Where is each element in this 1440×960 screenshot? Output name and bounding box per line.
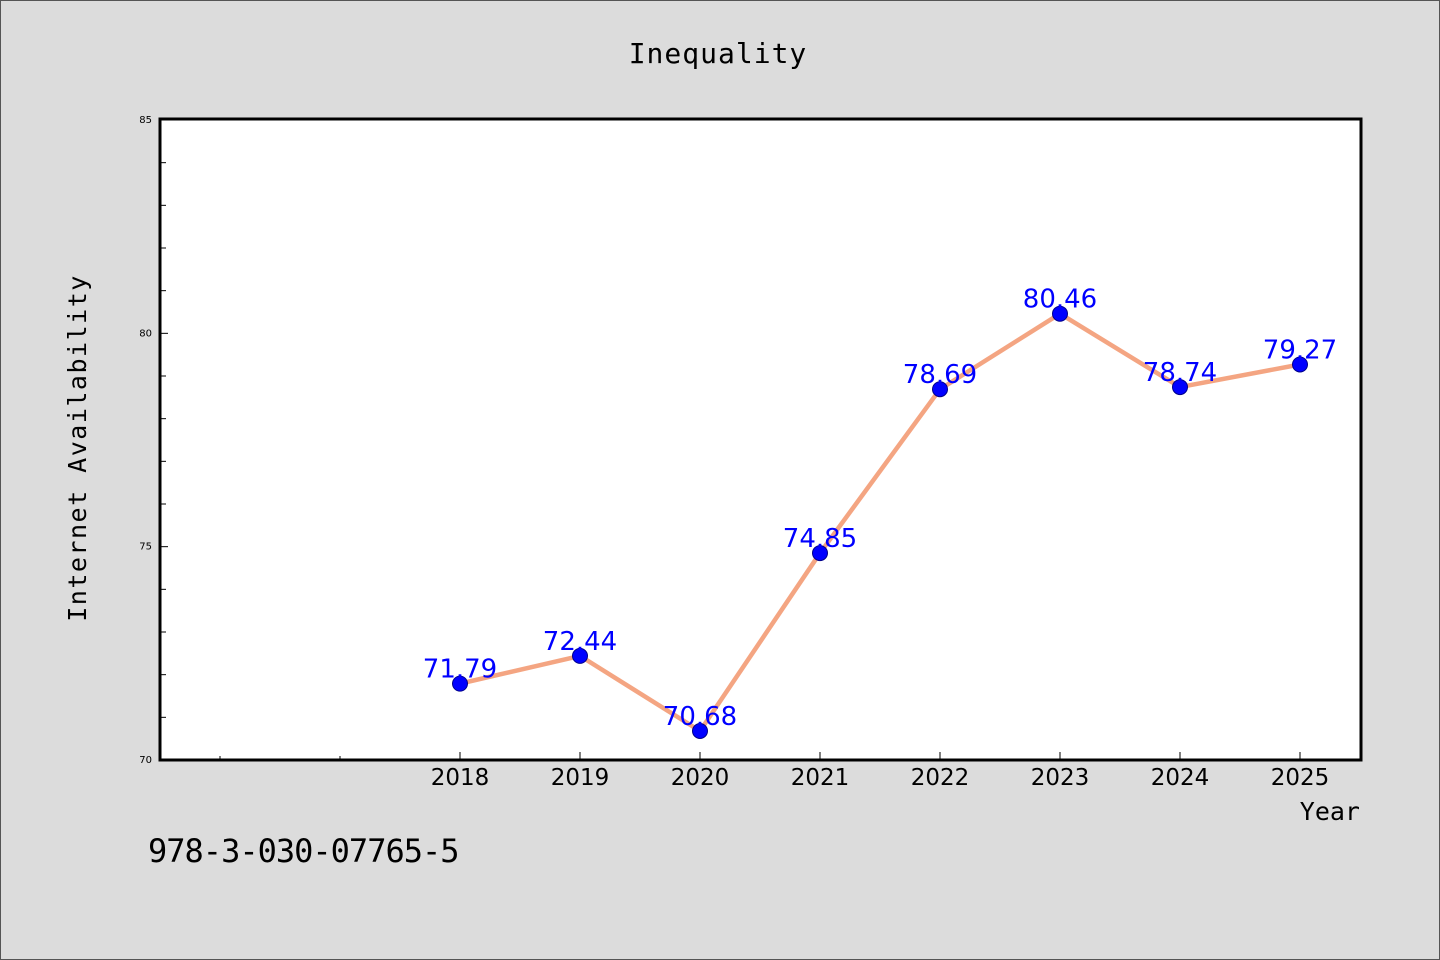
x-tick-label: 2021 <box>791 765 850 791</box>
y-tick-label: 80 <box>139 328 152 339</box>
data-label: 78.69 <box>903 360 977 390</box>
chart-title: Inequality <box>629 37 808 70</box>
data-point <box>692 722 708 739</box>
data-label: 74.85 <box>783 524 857 554</box>
x-tick-label: 2018 <box>431 765 490 791</box>
data-label: 72.44 <box>543 627 617 657</box>
data-label: 80.46 <box>1023 285 1097 315</box>
y-tick-label: 70 <box>139 755 152 766</box>
isbn-text: 978-3-030-07765-5 <box>148 832 460 870</box>
x-tick-label: 2019 <box>551 765 610 791</box>
series-group: 71.79 72.44 70.68 74.85 78.69 80.46 78.74 79.27 <box>423 285 1337 739</box>
data-label: 78.74 <box>1143 358 1217 388</box>
x-tick-label: 2023 <box>1031 765 1090 791</box>
x-tick-label: 2020 <box>671 765 730 791</box>
y-axis-label: Internet Availability <box>63 274 92 622</box>
x-tick-label: 2022 <box>911 765 970 791</box>
data-point <box>1052 305 1068 322</box>
x-tick-label: 2024 <box>1151 765 1210 791</box>
x-axis-label: Year <box>1300 797 1360 826</box>
y-tick-label: 85 <box>139 115 152 126</box>
data-point <box>1172 379 1188 396</box>
data-label: 71.79 <box>423 655 497 685</box>
plot-area <box>158 117 1363 762</box>
x-axis: 2018 2019 2020 2021 2022 2023 2024 2025 <box>219 752 1330 791</box>
data-point <box>812 545 828 562</box>
data-point <box>572 647 588 664</box>
data-label: 79.27 <box>1263 335 1337 365</box>
x-tick-label: 2025 <box>1271 765 1330 791</box>
data-point <box>452 675 468 692</box>
data-point <box>932 381 948 398</box>
data-label: 70.68 <box>663 702 737 732</box>
data-point <box>1292 356 1308 373</box>
series-line <box>457 311 1303 734</box>
y-tick-label: 75 <box>139 542 152 553</box>
y-axis: 70 75 80 85 <box>139 115 168 766</box>
